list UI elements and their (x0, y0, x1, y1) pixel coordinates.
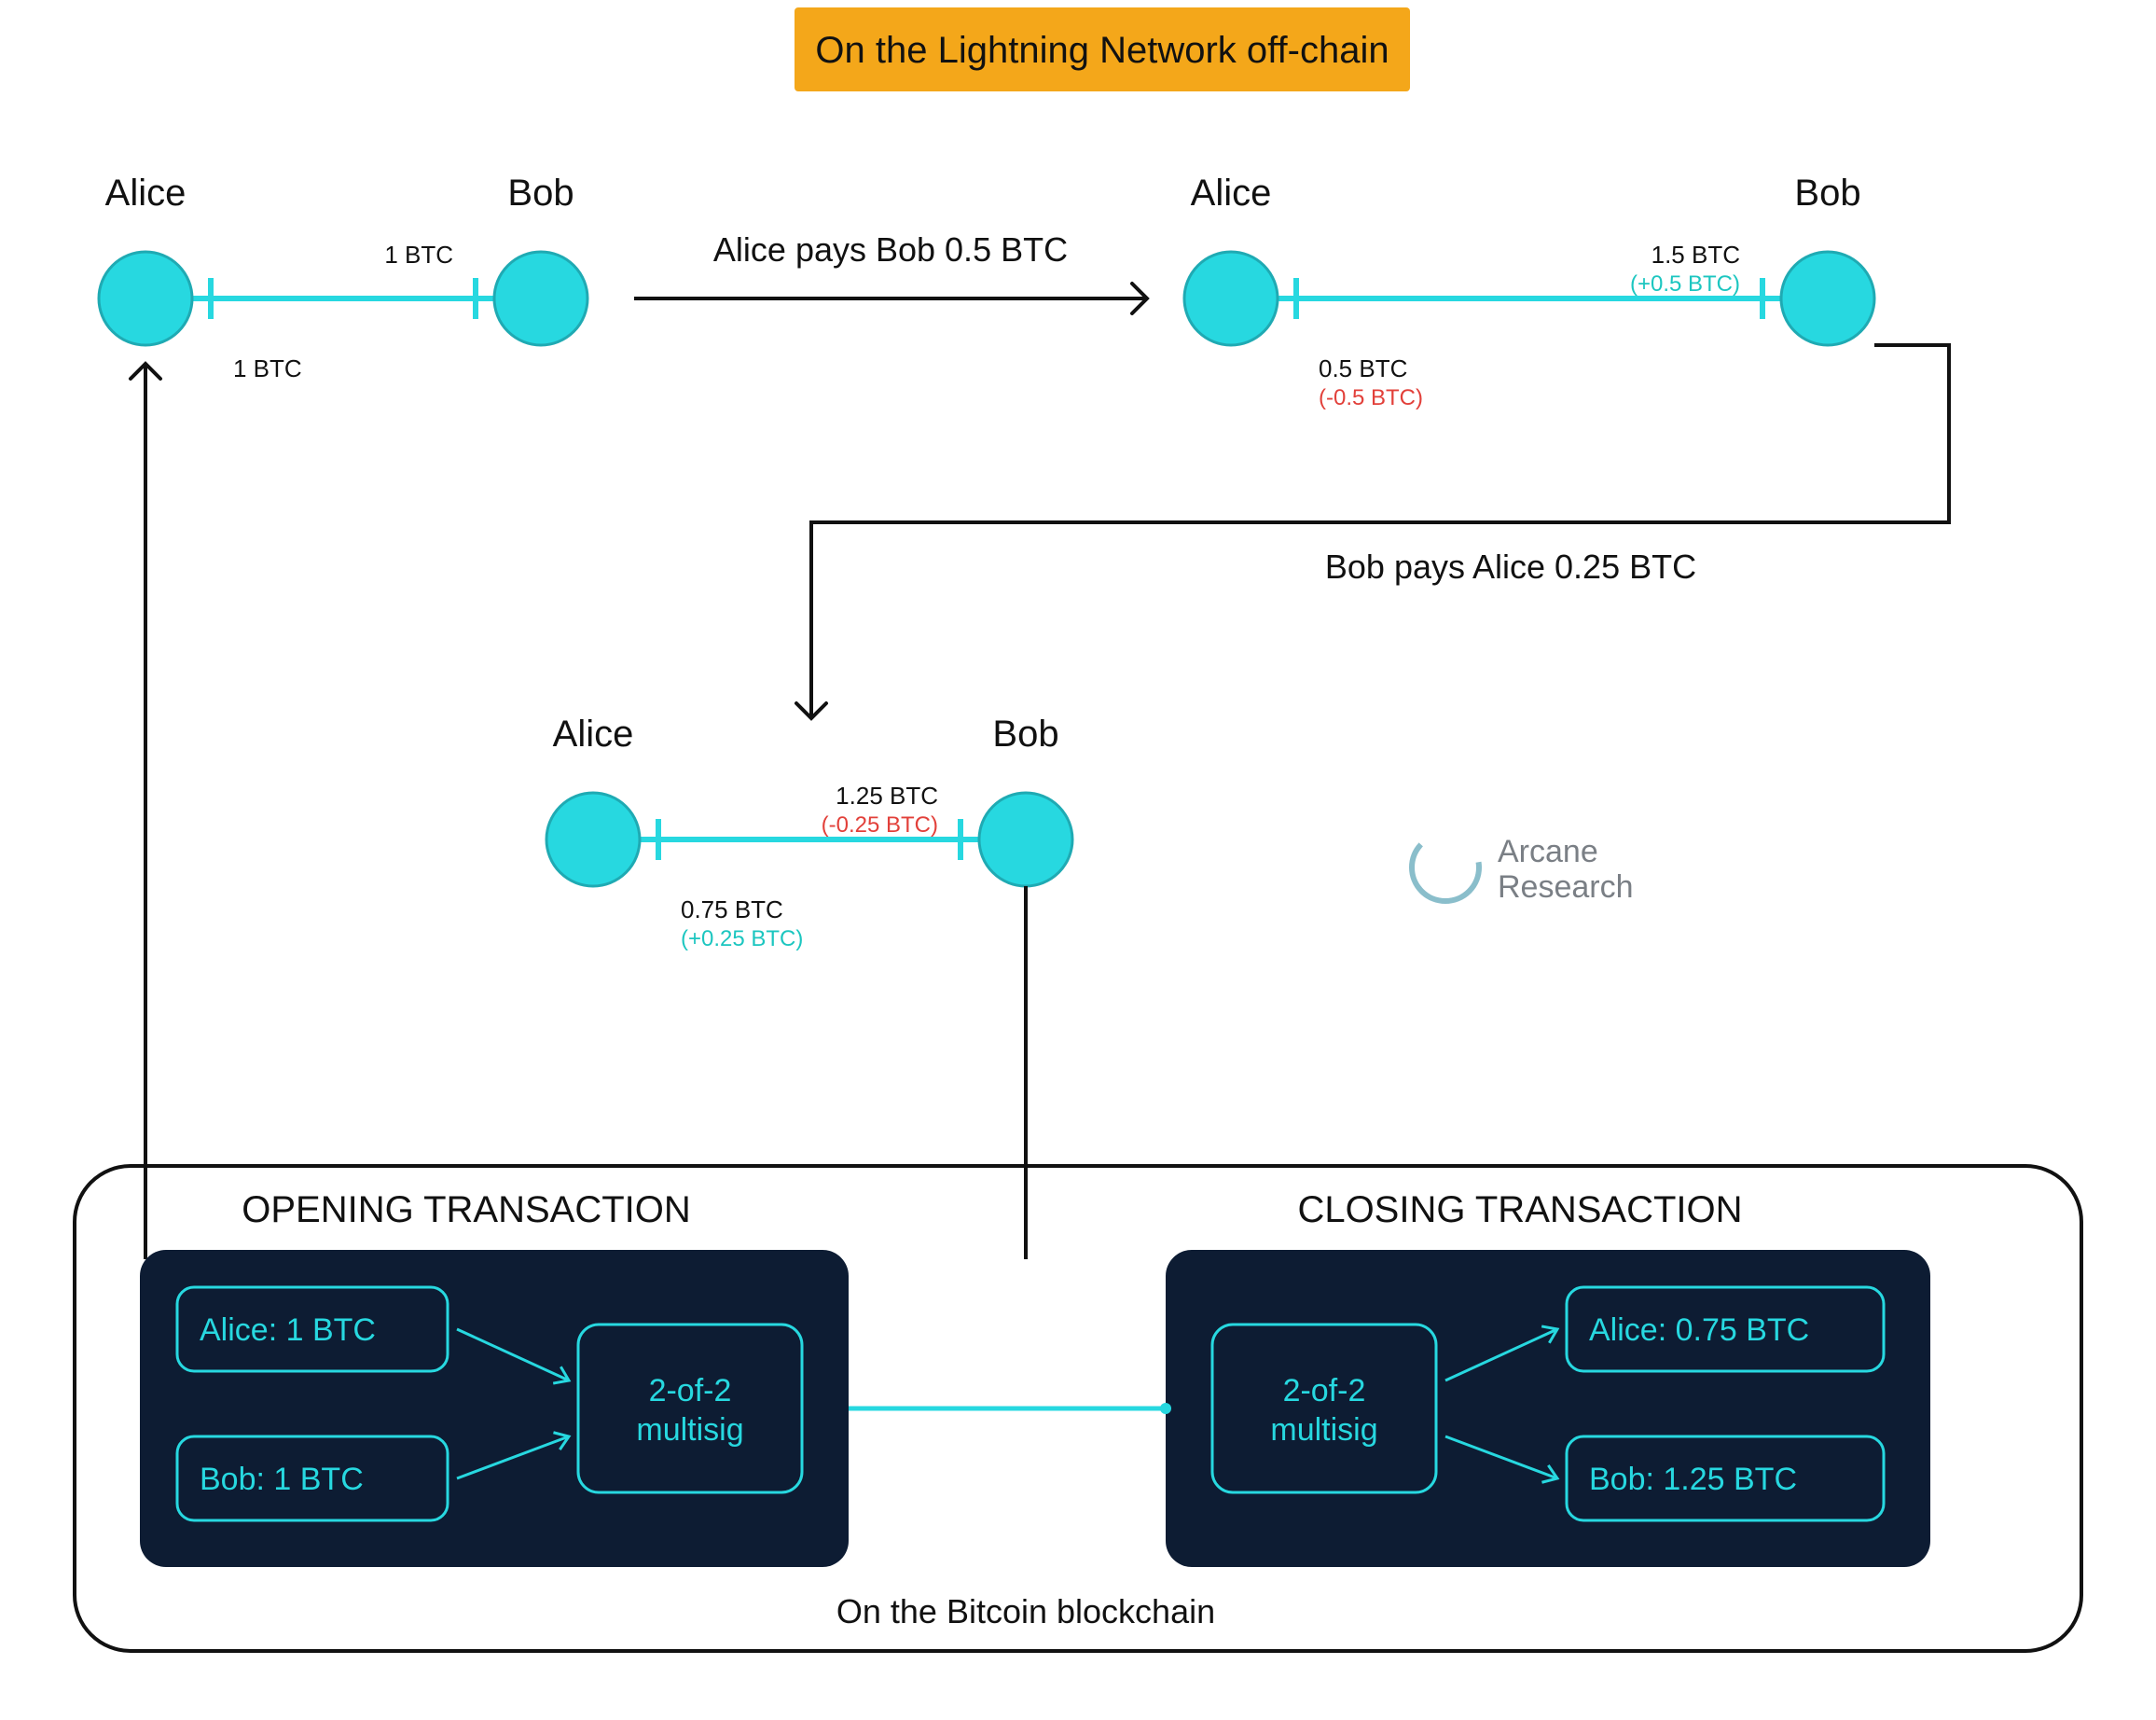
state1-bob-node (494, 252, 587, 345)
state3-bob-node (979, 793, 1072, 886)
state2-bob-label: Bob (1794, 173, 1860, 214)
state3-bob-amount: 1.25 BTC (836, 782, 938, 810)
state3-alice-node (546, 793, 640, 886)
opening-title: OPENING TRANSACTION (242, 1189, 691, 1230)
closing-title: CLOSING TRANSACTION (1297, 1189, 1742, 1230)
flow2-label: Bob pays Alice 0.25 BTC (1325, 548, 1696, 586)
opening-alice-text: Alice: 1 BTC (200, 1312, 376, 1348)
closing-bob-text: Bob: 1.25 BTC (1589, 1462, 1797, 1497)
state2-alice-label: Alice (1191, 173, 1272, 214)
bridge-end-icon (1160, 1403, 1171, 1414)
opening-multisig-l2: multisig (636, 1412, 743, 1448)
state3-bob-delta: (-0.25 BTC) (822, 812, 938, 838)
state1-alice-node (99, 252, 192, 345)
state3-alice-label: Alice (553, 714, 634, 755)
state1-bob-label: Bob (507, 173, 574, 214)
state1-alice-label: Alice (105, 173, 187, 214)
onchain-caption: On the Bitcoin blockchain (836, 1592, 1215, 1630)
closing-multisig-l2: multisig (1270, 1412, 1377, 1448)
banner-text: On the Lightning Network off-chain (815, 30, 1389, 71)
state2-alice-amount: 0.5 BTC (1319, 354, 1407, 382)
state3-alice-amount: 0.75 BTC (681, 895, 783, 923)
flow1-label: Alice pays Bob 0.5 BTC (713, 230, 1068, 269)
state2-alice-node (1184, 252, 1278, 345)
opening-bob-text: Bob: 1 BTC (200, 1462, 364, 1497)
state2-bob-node (1781, 252, 1874, 345)
state3-bob-label: Bob (992, 714, 1058, 755)
state1-bob-amount: 1 BTC (384, 241, 453, 269)
brand-line1: Arcane (1498, 834, 1598, 869)
state1-alice-amount: 1 BTC (233, 354, 302, 382)
state3-alice-delta: (+0.25 BTC) (681, 926, 803, 951)
closing-multisig-l1: 2-of-2 (1283, 1373, 1366, 1408)
opening-multisig-l1: 2-of-2 (649, 1373, 732, 1408)
brand-line2: Research (1498, 869, 1634, 905)
state2-bob-delta: (+0.5 BTC) (1630, 271, 1740, 297)
state2-alice-delta: (-0.5 BTC) (1319, 385, 1423, 410)
state2-bob-amount: 1.5 BTC (1652, 241, 1740, 269)
closing-alice-text: Alice: 0.75 BTC (1589, 1312, 1809, 1348)
